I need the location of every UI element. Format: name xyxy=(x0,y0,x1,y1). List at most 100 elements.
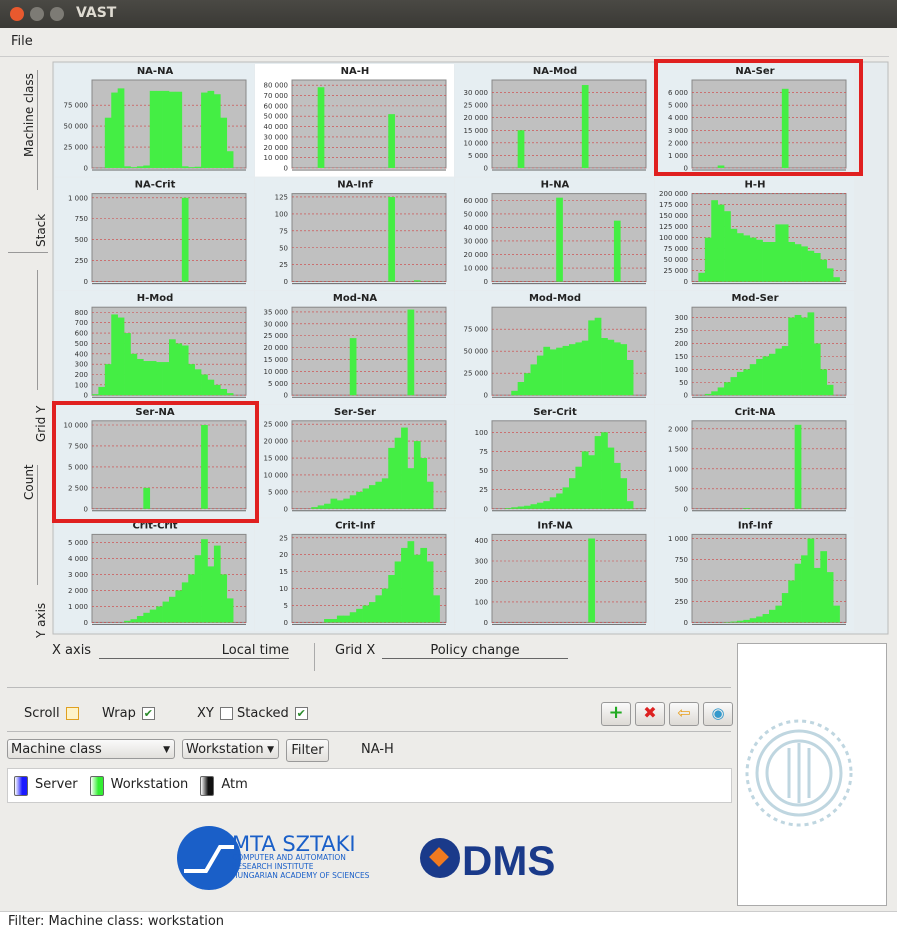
bar xyxy=(795,564,802,623)
bar xyxy=(814,253,821,282)
bar xyxy=(188,167,195,168)
chart-title: NA-Inf xyxy=(337,180,373,191)
chart-title: Mod-Mod xyxy=(529,293,581,304)
separator xyxy=(314,643,315,671)
bar xyxy=(518,130,525,168)
bar xyxy=(163,91,170,168)
dropdown-arrow: ▼ xyxy=(163,740,170,760)
y-tick-label: 40 000 xyxy=(264,123,289,131)
y-tick-label: 0 xyxy=(684,505,688,513)
plot-area xyxy=(292,80,446,168)
plot-area xyxy=(92,421,246,509)
bar xyxy=(724,382,731,395)
y-tick-label: 0 xyxy=(84,619,88,627)
bar xyxy=(220,574,227,622)
bar xyxy=(575,467,582,509)
checkbox[interactable]: ✔ xyxy=(142,707,155,720)
value-select[interactable]: Workstation▼ xyxy=(182,739,279,759)
bar xyxy=(143,613,150,623)
y-tick-label: 200 000 xyxy=(659,190,688,198)
bar xyxy=(118,318,125,396)
y-tick-label: 30 000 xyxy=(264,320,289,328)
bar xyxy=(214,94,221,168)
bar xyxy=(414,555,421,623)
bar xyxy=(601,432,608,509)
y-tick-label: 5 000 xyxy=(468,152,488,160)
y-tick-label: 25 000 xyxy=(664,267,689,275)
y-tick-label: 250 xyxy=(75,257,88,265)
bar xyxy=(595,436,602,509)
bar xyxy=(731,622,738,623)
bar xyxy=(318,505,325,508)
chart-title: H-NA xyxy=(541,180,570,191)
separator xyxy=(7,731,731,732)
grid-x-select[interactable]: Policy change xyxy=(382,643,568,659)
preview-frame xyxy=(738,644,887,906)
plot-area xyxy=(292,194,446,282)
add-button[interactable]: + xyxy=(601,702,631,726)
y-tick-label: 25 xyxy=(479,486,488,494)
y-tick-label: 5 000 xyxy=(68,463,88,471)
y-tick-label: 0 xyxy=(284,619,288,627)
y-tick-label: 10 000 xyxy=(264,471,289,479)
bar xyxy=(743,235,750,281)
checkbox[interactable]: ✔ xyxy=(295,707,308,720)
bar xyxy=(788,242,795,282)
y-tick-label: 1 500 xyxy=(668,445,688,453)
bar xyxy=(195,555,202,622)
bar xyxy=(601,338,608,395)
bar xyxy=(743,620,750,623)
bar xyxy=(201,93,208,168)
select-text: Machine class xyxy=(11,742,102,757)
x-axis-select[interactable]: Local time xyxy=(99,643,289,659)
bar xyxy=(827,268,834,281)
bar xyxy=(750,364,757,395)
chart-title: NA-H xyxy=(341,66,370,77)
settings-button[interactable]: ◉ xyxy=(703,702,733,726)
bar xyxy=(182,346,189,396)
remove-button[interactable]: ✖ xyxy=(635,702,665,726)
bar xyxy=(531,504,538,509)
checkbox[interactable] xyxy=(220,707,233,720)
bar xyxy=(220,118,227,168)
bar xyxy=(420,458,427,509)
bar xyxy=(331,499,338,509)
category-select[interactable]: Machine class ▼ xyxy=(7,739,175,759)
y-tick-label: 100 xyxy=(275,210,288,218)
bar xyxy=(163,602,170,623)
checkbox[interactable] xyxy=(66,707,79,720)
bar xyxy=(227,598,234,622)
y-tick-label: 5 xyxy=(284,602,288,610)
bar xyxy=(582,341,589,396)
bar xyxy=(724,211,731,281)
bar xyxy=(156,362,163,395)
bar xyxy=(311,507,318,509)
bar xyxy=(124,621,131,623)
filter-button[interactable]: Filter xyxy=(286,739,329,762)
y-tick-label: 750 xyxy=(675,556,688,564)
bar xyxy=(833,277,840,281)
y-tick-label: 15 xyxy=(279,568,288,576)
bar xyxy=(782,224,789,281)
bar xyxy=(614,221,621,282)
bar xyxy=(582,451,589,508)
bar xyxy=(111,93,118,168)
bar xyxy=(750,238,757,282)
y-tick-label: 0 xyxy=(284,165,288,173)
bar xyxy=(175,92,182,168)
bar xyxy=(698,273,705,282)
bar xyxy=(756,240,763,282)
bar xyxy=(614,342,621,395)
bar xyxy=(208,566,215,622)
bar xyxy=(137,166,144,168)
bar xyxy=(343,499,350,509)
bar xyxy=(756,359,763,395)
y-tick-label: 0 xyxy=(484,278,488,286)
back-button[interactable]: ⇦ xyxy=(669,702,699,726)
y-tick-label: 30 000 xyxy=(464,89,489,97)
y-tick-label: 0 xyxy=(84,278,88,286)
y-tick-label: 75 xyxy=(479,448,488,456)
bar xyxy=(808,251,815,282)
bar xyxy=(156,606,163,622)
